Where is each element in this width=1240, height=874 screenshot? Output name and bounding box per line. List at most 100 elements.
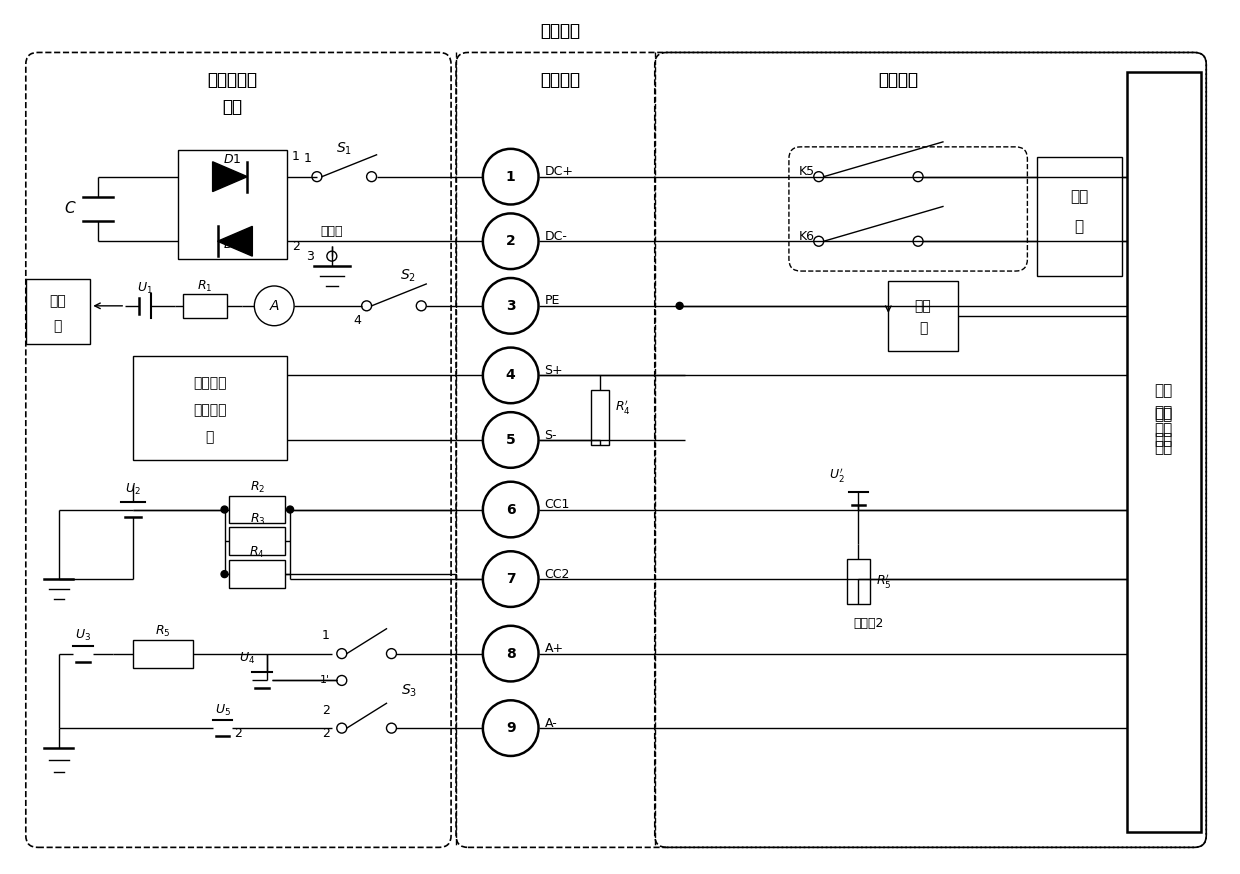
Text: 1': 1' bbox=[320, 676, 330, 685]
Text: 1: 1 bbox=[506, 170, 516, 184]
Text: DC+: DC+ bbox=[544, 165, 573, 178]
Text: 1: 1 bbox=[304, 152, 312, 165]
Circle shape bbox=[221, 571, 228, 578]
Text: 1: 1 bbox=[293, 150, 300, 163]
Circle shape bbox=[417, 301, 427, 311]
Text: $R_1$: $R_1$ bbox=[197, 279, 212, 294]
Text: 设备地: 设备地 bbox=[321, 225, 343, 238]
Text: $U_2$: $U_2$ bbox=[125, 482, 141, 497]
Text: 2: 2 bbox=[322, 726, 330, 739]
Text: $U_2'$: $U_2'$ bbox=[828, 466, 844, 483]
Circle shape bbox=[387, 649, 397, 659]
Circle shape bbox=[254, 286, 294, 326]
Text: 口: 口 bbox=[206, 430, 213, 444]
Text: A+: A+ bbox=[544, 642, 564, 656]
Polygon shape bbox=[217, 226, 253, 256]
Text: S-: S- bbox=[544, 428, 557, 441]
Circle shape bbox=[337, 723, 347, 733]
Text: $U_5$: $U_5$ bbox=[215, 703, 231, 718]
Circle shape bbox=[312, 171, 322, 182]
Text: $S_3$: $S_3$ bbox=[402, 683, 418, 698]
Circle shape bbox=[482, 482, 538, 538]
Circle shape bbox=[482, 413, 538, 468]
Bar bbox=[133, 356, 288, 460]
Text: 地: 地 bbox=[53, 319, 62, 333]
Bar bbox=[1127, 73, 1202, 832]
Bar bbox=[1038, 156, 1122, 276]
Text: 2: 2 bbox=[506, 234, 516, 248]
Bar bbox=[26, 279, 91, 343]
Text: S+: S+ bbox=[544, 364, 563, 377]
Text: $D2$: $D2$ bbox=[223, 238, 242, 251]
Text: 2: 2 bbox=[293, 239, 300, 253]
Text: 充电接口: 充电接口 bbox=[541, 22, 580, 39]
Text: 装置: 装置 bbox=[1154, 433, 1173, 447]
Text: A-: A- bbox=[544, 717, 557, 730]
Circle shape bbox=[482, 551, 538, 607]
Text: $R_4'$: $R_4'$ bbox=[615, 399, 631, 416]
Text: 充电接口: 充电接口 bbox=[541, 22, 580, 39]
Circle shape bbox=[387, 723, 397, 733]
Text: A: A bbox=[269, 299, 279, 313]
Text: CC2: CC2 bbox=[544, 567, 570, 580]
Circle shape bbox=[327, 251, 337, 261]
Bar bbox=[591, 391, 609, 445]
Circle shape bbox=[813, 171, 823, 182]
Text: K6: K6 bbox=[799, 230, 815, 243]
Text: 2: 2 bbox=[322, 704, 330, 717]
Text: $U_3$: $U_3$ bbox=[76, 628, 92, 643]
Text: 9: 9 bbox=[506, 721, 516, 735]
Text: 电池: 电池 bbox=[1070, 189, 1089, 204]
Text: 电路: 电路 bbox=[222, 98, 243, 116]
Circle shape bbox=[367, 171, 377, 182]
Text: 车辆插座: 车辆插座 bbox=[541, 72, 580, 89]
Text: 4: 4 bbox=[506, 369, 516, 383]
Text: 车辆插座: 车辆插座 bbox=[541, 72, 580, 89]
Text: $U_1$: $U_1$ bbox=[138, 281, 153, 295]
Text: CC1: CC1 bbox=[544, 498, 570, 511]
Text: 3: 3 bbox=[306, 250, 314, 263]
Bar bbox=[177, 149, 288, 259]
Circle shape bbox=[337, 676, 347, 685]
Text: 6: 6 bbox=[506, 503, 516, 517]
Circle shape bbox=[482, 213, 538, 269]
Text: K5: K5 bbox=[799, 165, 815, 178]
Circle shape bbox=[913, 236, 923, 246]
Text: 电动汽车: 电动汽车 bbox=[878, 72, 919, 89]
Circle shape bbox=[362, 301, 372, 311]
Text: 检测点2: 检测点2 bbox=[853, 617, 884, 630]
Text: $R_5$: $R_5$ bbox=[155, 624, 171, 639]
Text: 4: 4 bbox=[353, 315, 362, 327]
Text: DC-: DC- bbox=[544, 230, 568, 243]
Text: 2: 2 bbox=[234, 726, 242, 739]
Text: 车身: 车身 bbox=[50, 294, 66, 308]
Circle shape bbox=[813, 236, 823, 246]
Bar bbox=[229, 496, 285, 524]
Circle shape bbox=[337, 649, 347, 659]
Text: $R_5'$: $R_5'$ bbox=[877, 572, 892, 590]
Text: 车身: 车身 bbox=[915, 299, 931, 313]
Circle shape bbox=[482, 700, 538, 756]
Text: 模拟充电: 模拟充电 bbox=[193, 377, 227, 391]
Text: 地: 地 bbox=[919, 322, 928, 336]
Text: $S_1$: $S_1$ bbox=[336, 141, 352, 157]
Text: 车辆
控制
装置: 车辆 控制 装置 bbox=[1154, 406, 1173, 455]
Text: 3: 3 bbox=[506, 299, 516, 313]
Text: 模拟充电枪: 模拟充电枪 bbox=[207, 72, 258, 89]
Text: $D1$: $D1$ bbox=[223, 153, 242, 166]
Text: $C$: $C$ bbox=[64, 200, 77, 217]
Text: 车辆: 车辆 bbox=[1154, 383, 1173, 398]
Text: 电动汽车: 电动汽车 bbox=[878, 72, 919, 89]
Text: 模拟充电枪: 模拟充电枪 bbox=[207, 72, 258, 89]
Text: 7: 7 bbox=[506, 572, 516, 586]
Text: $R_2$: $R_2$ bbox=[249, 480, 265, 496]
Bar bbox=[182, 294, 227, 318]
Text: 8: 8 bbox=[506, 647, 516, 661]
Circle shape bbox=[482, 348, 538, 403]
Text: 机通信端: 机通信端 bbox=[193, 403, 227, 417]
Circle shape bbox=[482, 278, 538, 334]
Bar bbox=[133, 640, 192, 668]
Bar bbox=[229, 527, 285, 555]
Circle shape bbox=[482, 626, 538, 682]
Bar bbox=[229, 560, 285, 588]
